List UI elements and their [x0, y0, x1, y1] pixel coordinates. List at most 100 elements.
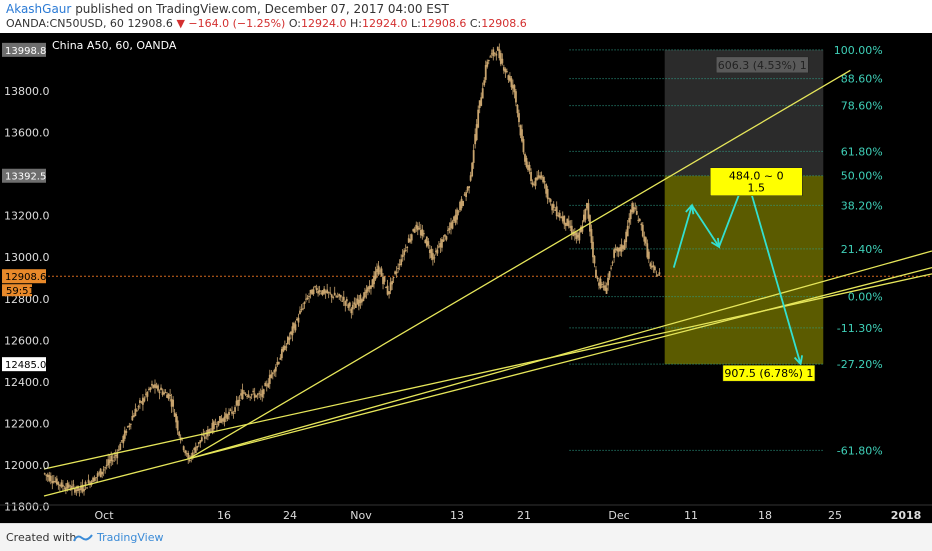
candle-body — [235, 400, 238, 406]
candle-body — [656, 274, 659, 276]
candle-body — [238, 400, 241, 402]
open-label: O: — [288, 17, 302, 30]
x-tick-label: 2018 — [891, 509, 922, 522]
candle-body — [508, 75, 511, 81]
candle-body — [341, 300, 344, 302]
candle-body — [646, 243, 649, 258]
candle-body — [161, 391, 164, 395]
candle-body — [516, 104, 519, 114]
candle-body — [229, 409, 232, 411]
candle-body — [102, 469, 105, 471]
candle-body — [324, 291, 327, 293]
candle-body — [616, 247, 619, 252]
candle-body — [599, 278, 602, 289]
candle-body — [418, 227, 421, 229]
candle-body — [108, 459, 111, 464]
candle-body — [277, 362, 280, 364]
countdown-badge — [2, 284, 32, 297]
candle-body — [101, 471, 104, 475]
candle-body — [87, 479, 90, 484]
candle-body — [496, 46, 499, 51]
candle-body — [193, 448, 196, 451]
trendline[interactable] — [188, 69, 851, 460]
candle-body — [406, 247, 409, 249]
candle-body — [314, 286, 316, 288]
candle-body — [353, 302, 356, 305]
price-chart[interactable]: 100.00% 88.60% 78.60% 61.80% 50.00% 38.20% 21.… — [0, 33, 932, 523]
candle-body — [507, 75, 510, 80]
candle-body — [413, 228, 416, 233]
candle-body — [546, 189, 549, 199]
chart-title: China A50, 60, OANDA — [52, 39, 177, 52]
candle-body — [199, 440, 202, 443]
candle-body — [626, 225, 629, 237]
candle-body — [376, 269, 378, 272]
candle-body — [326, 289, 329, 294]
candle-body — [518, 113, 520, 123]
candle-body — [487, 60, 490, 62]
candle-body — [397, 268, 400, 270]
candle-body — [253, 393, 256, 398]
candle-body — [256, 394, 259, 396]
stop-label-box — [715, 56, 809, 74]
candle-body — [330, 294, 333, 298]
candle-body — [329, 292, 332, 294]
trendline[interactable] — [188, 250, 932, 460]
candle-body — [533, 184, 535, 186]
candle-body — [505, 71, 508, 73]
chart-canvas[interactable]: 100.00% 88.60% 78.60% 61.80% 50.00% 38.20% 21.… — [0, 33, 932, 523]
candle-body — [438, 246, 440, 248]
candle-body — [383, 276, 386, 282]
candle-body — [555, 206, 558, 217]
candle-body — [315, 288, 318, 291]
y-highlight-badge — [2, 269, 46, 284]
candle-body — [412, 229, 415, 232]
candle-body — [208, 429, 211, 434]
projection-arrow — [745, 175, 802, 365]
candle-body — [442, 239, 445, 242]
candle-body — [169, 394, 172, 397]
fib-level-label: 88.60% — [841, 73, 883, 86]
candle-body — [403, 250, 406, 256]
candle-body — [427, 241, 430, 246]
entry-label-box — [709, 167, 803, 196]
fib-level-label: 21.40% — [841, 243, 883, 256]
candle-body — [540, 175, 543, 178]
candle-body — [649, 263, 652, 267]
candle-body — [359, 294, 362, 304]
candle-body — [434, 250, 437, 252]
candle-body — [283, 345, 286, 350]
candle-body — [548, 198, 551, 200]
trendline[interactable] — [43, 266, 932, 497]
candle-body — [173, 412, 176, 417]
candle-body — [279, 357, 282, 360]
tradingview-brand-link[interactable]: TradingView — [97, 531, 164, 544]
candle-body — [424, 239, 427, 244]
candle-body — [66, 482, 69, 489]
candle-body — [451, 221, 454, 229]
fib-level-label: 78.60% — [841, 100, 883, 113]
candle-body — [421, 229, 424, 237]
candle-body — [299, 310, 301, 314]
candle-body — [318, 290, 321, 292]
candle-body — [561, 216, 564, 222]
y-highlight-label: 13392.5 — [5, 172, 46, 183]
candle-body — [84, 481, 87, 485]
candle-body — [575, 232, 578, 239]
candle-body — [475, 124, 478, 141]
candle-body — [347, 304, 350, 308]
candle-body — [415, 224, 418, 229]
candle-body — [200, 437, 203, 442]
candle-body — [539, 175, 542, 179]
candle-body — [119, 443, 122, 451]
candle-body — [590, 229, 593, 243]
candle-body — [579, 226, 582, 233]
candle-body — [51, 481, 54, 484]
author-link[interactable]: AkashGaur — [6, 2, 72, 16]
candle-body — [335, 296, 338, 298]
candle-body — [216, 426, 218, 428]
candle-body — [122, 435, 125, 444]
candle-body — [545, 184, 548, 194]
candle-body — [531, 182, 534, 186]
candle-body — [395, 271, 398, 274]
